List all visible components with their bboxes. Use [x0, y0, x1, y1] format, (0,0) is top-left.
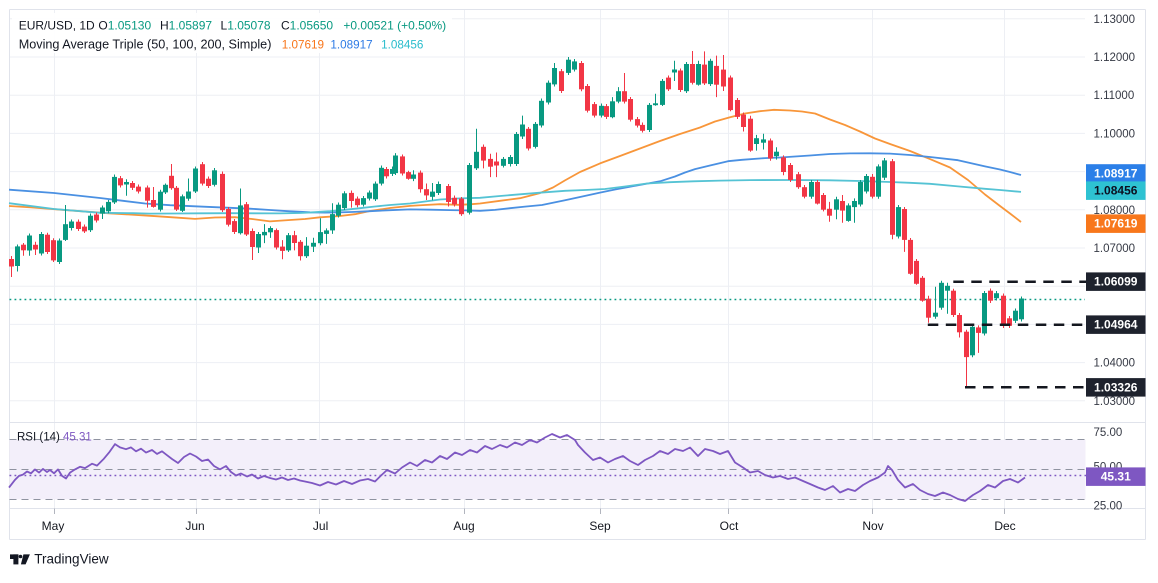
svg-text:EUR/USD, 1D: EUR/USD, 1D	[19, 19, 95, 33]
svg-text:1.03000: 1.03000	[1094, 396, 1136, 408]
svg-text:1.04964: 1.04964	[1094, 318, 1138, 332]
svg-text:Oct: Oct	[720, 519, 739, 533]
svg-text:L1.05078: L1.05078	[221, 19, 271, 33]
svg-text:Dec: Dec	[994, 519, 1015, 533]
svg-text:75.00: 75.00	[1094, 427, 1123, 439]
svg-text:H1.05897: H1.05897	[160, 19, 212, 33]
svg-text:O1.05130: O1.05130	[98, 19, 151, 33]
svg-text:1.06099: 1.06099	[1094, 275, 1138, 289]
svg-text:1.08917: 1.08917	[330, 39, 372, 52]
svg-text:1.11000: 1.11000	[1094, 90, 1135, 102]
svg-text:25.00: 25.00	[1094, 501, 1123, 513]
svg-text:1.08000: 1.08000	[1094, 205, 1136, 217]
svg-text:1.08456: 1.08456	[381, 39, 423, 52]
svg-text:TradingView: TradingView	[34, 551, 109, 566]
svg-text:Moving Average Triple (50, 100: Moving Average Triple (50, 100, 200, Sim…	[19, 38, 272, 52]
svg-text:1.12000: 1.12000	[1094, 52, 1136, 64]
svg-text:1.13000: 1.13000	[1094, 14, 1136, 26]
svg-text:C1.05650: C1.05650	[281, 19, 333, 33]
svg-text:1.07000: 1.07000	[1094, 243, 1136, 255]
svg-text:1.08456: 1.08456	[1094, 184, 1138, 198]
svg-text:1.10000: 1.10000	[1094, 128, 1136, 140]
svg-text:Jul: Jul	[313, 519, 328, 533]
svg-text:45.31: 45.31	[1101, 470, 1131, 484]
svg-text:1.07619: 1.07619	[1094, 217, 1138, 231]
svg-text:+0.00521 (+0.50%): +0.00521 (+0.50%)	[343, 19, 446, 33]
svg-text:1.04000: 1.04000	[1094, 358, 1136, 370]
svg-text:1.03326: 1.03326	[1094, 380, 1138, 394]
svg-text:Jun: Jun	[185, 519, 204, 533]
svg-text:Aug: Aug	[453, 519, 474, 533]
svg-text:Nov: Nov	[862, 519, 883, 533]
svg-text:RSI (14) 45.31: RSI (14) 45.31	[17, 432, 92, 444]
svg-text:Sep: Sep	[589, 519, 611, 533]
svg-text:May: May	[42, 519, 65, 533]
svg-text:1.07619: 1.07619	[282, 39, 324, 52]
svg-text:1.08917: 1.08917	[1094, 166, 1138, 180]
